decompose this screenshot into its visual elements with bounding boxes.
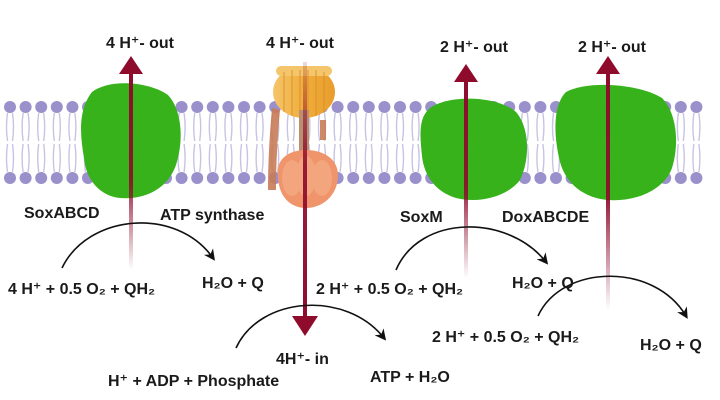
lipid-head	[191, 172, 204, 184]
soxm-proton-arrow	[464, 78, 468, 278]
atp-synthase-proton-out-label: 4 H⁺- out	[266, 35, 335, 52]
lipid-head	[19, 101, 32, 113]
doxabcde-complex	[555, 84, 677, 201]
lipid-head	[35, 101, 48, 113]
lipid-head	[534, 172, 547, 184]
lipid-head	[222, 172, 235, 184]
lipid-head	[191, 101, 204, 113]
lipid-head	[378, 101, 391, 113]
atp-reaction-arrow	[235, 304, 387, 349]
lipid-head	[175, 101, 188, 113]
atp-synthase-proton-arrow	[303, 62, 307, 320]
doxabcde-reaction-arrow	[537, 275, 688, 319]
soxm-reaction-arrow	[395, 226, 549, 271]
lipid-head	[66, 101, 79, 113]
lipid-head	[690, 101, 703, 113]
lipid-head	[35, 172, 48, 184]
doxabcde-proton-arrow	[606, 70, 610, 310]
atp-synthase-complex	[268, 66, 338, 208]
lipid-head	[409, 172, 422, 184]
soxabcd-proton-arrowhead	[119, 56, 143, 74]
lipid-head	[534, 101, 547, 113]
soxm-products: H₂O + Q	[512, 275, 574, 292]
lipid-head	[50, 101, 63, 113]
lipid-head	[674, 172, 687, 184]
soxm-label: SoxM	[400, 209, 443, 226]
lipid-head	[206, 172, 219, 184]
soxm-reactants: 2 H⁺ + 0.5 O₂ + QH₂	[316, 281, 463, 298]
lipid-head	[253, 101, 266, 113]
lipid-head	[347, 101, 360, 113]
lipid-head	[550, 172, 562, 184]
lipid-head	[238, 172, 250, 184]
lipid-head	[362, 101, 375, 113]
lipid-head	[674, 101, 687, 113]
atp-synthase-proton-arrowhead	[292, 316, 318, 336]
lipid-head	[378, 172, 391, 184]
doxabcde-label: DoxABCDE	[502, 209, 589, 226]
soxm-proton-arrowhead	[454, 64, 478, 82]
lipid-head	[50, 172, 63, 184]
atp-products: ATP + H₂O	[370, 369, 450, 386]
proton-arrows	[119, 56, 620, 336]
lipid-head	[690, 172, 703, 184]
lipid-head	[362, 172, 375, 184]
lipid-head	[4, 172, 16, 184]
soxm-proton-label: 2 H⁺- out	[440, 39, 509, 56]
soxabcd-proton-label: 4 H⁺- out	[106, 35, 175, 52]
atp-synthase-label: ATP synthase	[160, 207, 264, 224]
lipid-head	[66, 172, 79, 184]
atp-synthase-proton-in-label: 4H⁺- in	[276, 351, 329, 368]
soxabcd-products: H₂O + Q	[202, 275, 264, 292]
doxabcde-proton-arrowhead	[596, 56, 620, 74]
soxabcd-reactants: 4 H⁺ + 0.5 O₂ + QH₂	[8, 281, 155, 298]
lipid-head	[222, 101, 235, 113]
lipid-head	[331, 101, 344, 113]
soxabcd-proton-arrow	[129, 70, 133, 270]
lipid-head	[19, 172, 32, 184]
doxabcde-products: H₂O + Q	[640, 337, 702, 354]
lipid-head	[253, 172, 266, 184]
lipid-head	[347, 172, 360, 184]
soxm-complex	[420, 98, 528, 200]
lipid-head	[518, 101, 531, 113]
lipid-head	[4, 101, 16, 113]
doxabcde-reactants: 2 H⁺ + 0.5 O₂ + QH₂	[432, 329, 579, 346]
soxabcd-label: SoxABCD	[24, 205, 100, 222]
lipid-head	[206, 101, 219, 113]
reaction-arrows	[61, 222, 688, 349]
atp-reactants: H⁺ + ADP + Phosphate	[108, 373, 279, 390]
lipid-head	[238, 101, 250, 113]
soxabcd-reaction-arrow	[61, 222, 215, 269]
lipid-head	[175, 172, 188, 184]
lipid-head	[394, 172, 406, 184]
doxabcde-proton-label: 2 H⁺- out	[578, 39, 647, 56]
lipid-head	[409, 101, 422, 113]
lipid-head	[394, 101, 406, 113]
